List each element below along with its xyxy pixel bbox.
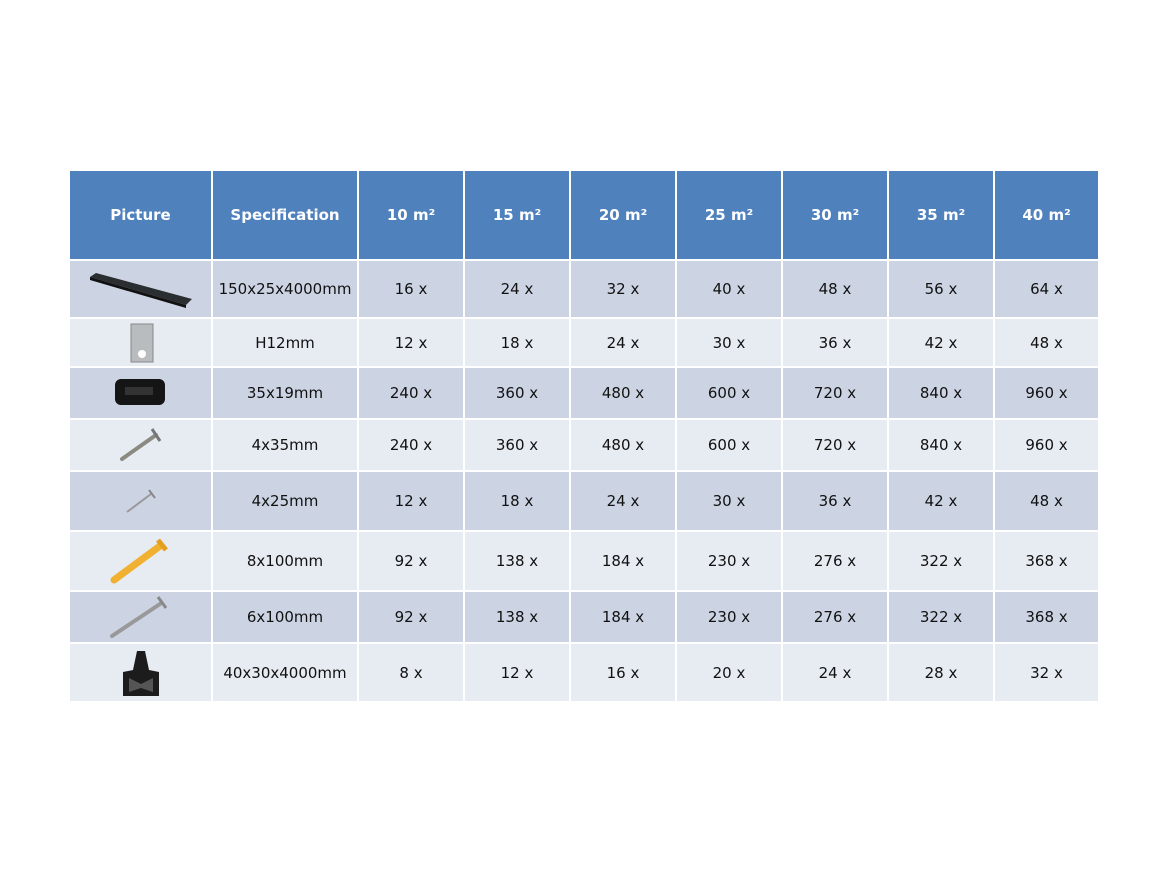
metal-clip-icon: [70, 322, 211, 364]
decking-board-icon: [70, 269, 211, 309]
quantity-cell: 276 x: [783, 532, 887, 590]
quantity-cell: 92 x: [359, 532, 463, 590]
picture-cell: [70, 592, 211, 642]
quantity-cell: 24 x: [571, 319, 675, 366]
quantity-cell: 18 x: [465, 472, 569, 530]
quantity-cell: 322 x: [889, 532, 993, 590]
quantity-cell: 138 x: [465, 532, 569, 590]
quantity-cell: 240 x: [359, 420, 463, 470]
quantity-cell: 960 x: [995, 368, 1098, 418]
table-row: 150x25x4000mm 16 x 24 x 32 x 40 x 48 x 56 x 64 …: [70, 261, 1098, 317]
table-row: H12mm 12 x 18 x 24 x 30 x 36 x 42 x 48 x: [70, 319, 1098, 366]
quantity-cell: 720 x: [783, 420, 887, 470]
specification-cell: 4x35mm: [213, 420, 357, 470]
quantity-cell: 42 x: [889, 319, 993, 366]
quantity-cell: 138 x: [465, 592, 569, 642]
quantity-cell: 184 x: [571, 532, 675, 590]
quantity-cell: 240 x: [359, 368, 463, 418]
quantity-cell: 8 x: [359, 644, 463, 701]
picture-cell: [70, 532, 211, 590]
quantity-cell: 20 x: [677, 644, 781, 701]
quantity-cell: 360 x: [465, 368, 569, 418]
table-row: 4x25mm 12 x 18 x 24 x 30 x 36 x 42 x 48 x: [70, 472, 1098, 530]
quantity-cell: 480 x: [571, 420, 675, 470]
joist-icon: [70, 648, 211, 698]
quantity-cell: 840 x: [889, 368, 993, 418]
quantity-cell: 960 x: [995, 420, 1098, 470]
column-header: 40 m²: [995, 171, 1098, 259]
quantity-cell: 18 x: [465, 319, 569, 366]
quantity-cell: 12 x: [465, 644, 569, 701]
quantity-cell: 840 x: [889, 420, 993, 470]
quantity-cell: 16 x: [359, 261, 463, 317]
picture-cell: [70, 368, 211, 418]
wall-plug-icon: [70, 536, 211, 586]
quantity-cell: 48 x: [783, 261, 887, 317]
specification-cell: 150x25x4000mm: [213, 261, 357, 317]
column-header: 20 m²: [571, 171, 675, 259]
quantity-cell: 16 x: [571, 644, 675, 701]
quantity-cell: 48 x: [995, 472, 1098, 530]
quantity-cell: 36 x: [783, 472, 887, 530]
specification-cell: 8x100mm: [213, 532, 357, 590]
picture-cell: [70, 261, 211, 317]
table-row: 35x19mm 240 x 360 x 480 x 600 x 720 x 840 x 960…: [70, 368, 1098, 418]
quantity-cell: 368 x: [995, 592, 1098, 642]
table-row: 6x100mm 92 x 138 x 184 x 230 x 276 x 322 x 368 …: [70, 592, 1098, 642]
screw-icon: [70, 427, 211, 463]
column-header: 15 m²: [465, 171, 569, 259]
long-screw-icon: [70, 594, 211, 640]
quantity-cell: 30 x: [677, 472, 781, 530]
quantity-cell: 24 x: [465, 261, 569, 317]
small-screw-icon: [70, 486, 211, 516]
quantity-cell: 24 x: [571, 472, 675, 530]
picture-cell: [70, 319, 211, 366]
quantity-cell: 42 x: [889, 472, 993, 530]
quantity-cell: 12 x: [359, 319, 463, 366]
quantity-cell: 276 x: [783, 592, 887, 642]
quantity-cell: 480 x: [571, 368, 675, 418]
quantity-cell: 36 x: [783, 319, 887, 366]
quantity-cell: 64 x: [995, 261, 1098, 317]
quantity-cell: 48 x: [995, 319, 1098, 366]
picture-cell: [70, 420, 211, 470]
specification-cell: 6x100mm: [213, 592, 357, 642]
quantity-cell: 32 x: [571, 261, 675, 317]
quantity-cell: 184 x: [571, 592, 675, 642]
table-row: 4x35mm 240 x 360 x 480 x 600 x 720 x 840 x 960 …: [70, 420, 1098, 470]
column-header: Specification: [213, 171, 357, 259]
column-header: 10 m²: [359, 171, 463, 259]
plastic-clip-icon: [70, 375, 211, 411]
quantity-cell: 28 x: [889, 644, 993, 701]
quantity-cell: 230 x: [677, 532, 781, 590]
specification-cell: 35x19mm: [213, 368, 357, 418]
column-header: 30 m²: [783, 171, 887, 259]
specification-cell: 40x30x4000mm: [213, 644, 357, 701]
specification-cell: 4x25mm: [213, 472, 357, 530]
quantity-cell: 56 x: [889, 261, 993, 317]
quantity-cell: 40 x: [677, 261, 781, 317]
column-header: 35 m²: [889, 171, 993, 259]
quantity-cell: 92 x: [359, 592, 463, 642]
quantity-cell: 230 x: [677, 592, 781, 642]
specification-cell: H12mm: [213, 319, 357, 366]
quantity-cell: 368 x: [995, 532, 1098, 590]
column-header: Picture: [70, 171, 211, 259]
table-row: 8x100mm 92 x 138 x 184 x 230 x 276 x 322 x 368 …: [70, 532, 1098, 590]
quantity-cell: 360 x: [465, 420, 569, 470]
table-row: 40x30x4000mm 8 x 12 x 16 x 20 x 24 x 28 x 32 x: [70, 644, 1098, 701]
quantity-cell: 30 x: [677, 319, 781, 366]
picture-cell: [70, 644, 211, 701]
quantity-cell: 32 x: [995, 644, 1098, 701]
materials-table: Picture Specification 10 m² 15 m² 20 m² 25 m²…: [68, 169, 1100, 703]
column-header: 25 m²: [677, 171, 781, 259]
quantity-cell: 600 x: [677, 420, 781, 470]
quantity-cell: 600 x: [677, 368, 781, 418]
header-row: Picture Specification 10 m² 15 m² 20 m² 25 m²…: [70, 171, 1098, 259]
picture-cell: [70, 472, 211, 530]
quantity-cell: 12 x: [359, 472, 463, 530]
quantity-cell: 24 x: [783, 644, 887, 701]
quantity-cell: 720 x: [783, 368, 887, 418]
quantity-cell: 322 x: [889, 592, 993, 642]
